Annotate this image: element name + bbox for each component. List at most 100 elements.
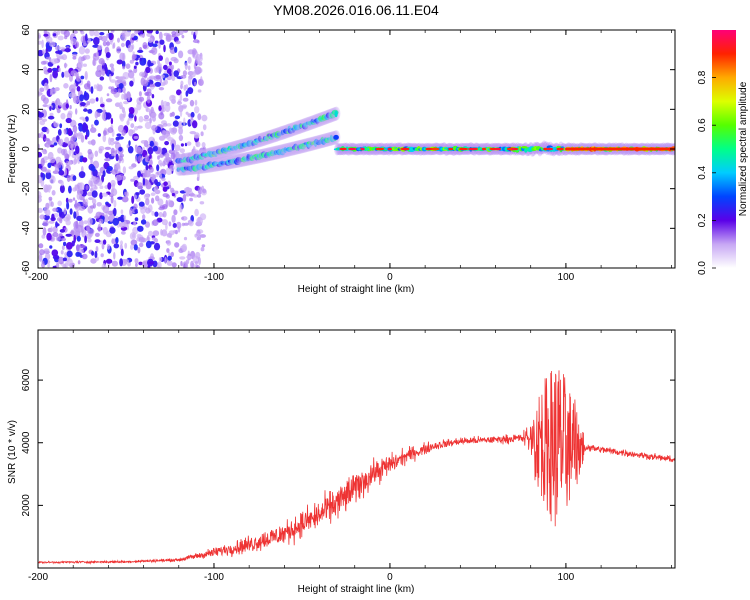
spectrogram-noise-blob [57, 147, 63, 154]
spectrogram-noise-blob [81, 253, 88, 260]
spectrogram-noise-blob [50, 201, 54, 207]
spectrogram-noise-blob [48, 115, 55, 120]
spectrogram-noise-blob [129, 232, 137, 240]
spectrogram-trace-blob [334, 110, 338, 118]
spectrogram-noise-blob [88, 179, 92, 186]
spectrogram-noise-blob [123, 110, 126, 118]
spectrogram-noise-blob [199, 201, 205, 205]
spectrogram-noise-blob [194, 66, 201, 71]
spectrogram-noise-blob [78, 219, 84, 228]
spectrogram-noise-blob [42, 104, 48, 108]
spectrogram-noise-blob [193, 149, 199, 155]
spectrogram-noise-blob [87, 109, 93, 114]
spectrogram-noise-blob [178, 126, 184, 135]
spectrogram-noise-blob [111, 182, 115, 190]
spectrogram-noise-blob [106, 53, 110, 58]
spectrogram-noise-blob [91, 198, 97, 205]
spectrogram-noise-blob [67, 161, 72, 166]
x-tick-label: -100 [204, 572, 224, 583]
spectrogram-noise-blob [91, 124, 94, 129]
spectrogram-noise-blob [55, 156, 62, 163]
spectrogram-noise-blob [149, 173, 157, 181]
spectrogram-noise-blob [90, 156, 93, 166]
colorbar-tick-label: 0.2 [697, 213, 708, 227]
spectrogram-noise-blob [84, 90, 87, 98]
spectrogram-noise-blob [187, 56, 192, 64]
spectrogram-noise-blob [171, 192, 175, 197]
spectrogram-noise-blob [66, 112, 73, 120]
spectrogram-noise-blob [166, 248, 170, 253]
spectrogram-noise-blob [121, 60, 126, 68]
spectrogram-noise-blob [161, 219, 168, 226]
spectrogram-noise-blob [180, 75, 187, 79]
spectrogram-noise-blob [196, 236, 201, 241]
spectrogram-noise-blob [57, 256, 65, 265]
spectrogram-noise-blob [166, 260, 173, 266]
spectrogram-noise-blob [77, 260, 81, 265]
spectrogram-noise-blob [119, 258, 123, 267]
spectrogram-noise-blob [38, 90, 42, 97]
spectrogram-noise-blob [135, 263, 138, 267]
spectrogram-noise-blob [90, 177, 97, 181]
spectrogram-noise-blob [62, 257, 67, 262]
spectrogram-noise-blob [70, 38, 77, 46]
spectrogram-peak [467, 147, 478, 151]
spectrogram-noise-blob [99, 76, 105, 81]
spectrogram-noise-blob [78, 152, 83, 157]
spectrogram-noise-blob [66, 242, 73, 250]
spectrogram-noise-blob [191, 31, 194, 36]
snr-ticks: -200 -100 0 100 2000 4000 6000 [21, 330, 675, 583]
spectrogram-noise-blob [66, 201, 70, 210]
spectrogram-noise-blob [115, 153, 119, 162]
spectrogram-noise-blob [158, 31, 163, 41]
spectrogram-noise-blob [94, 250, 98, 259]
spectrogram-noise-blob [126, 120, 130, 126]
spectrogram-noise-blob [117, 196, 124, 200]
spectrogram-noise-blob [176, 197, 184, 203]
spectrogram-noise-blob [155, 30, 159, 35]
spectrogram-noise-blob [154, 185, 159, 193]
spectrogram-noise-blob [179, 256, 186, 260]
spectrogram-noise-blob [142, 214, 146, 220]
spectrogram-noise-blob [194, 81, 197, 86]
spectrogram-noise-blob [75, 145, 80, 155]
spectrogram-noise-blob [123, 220, 127, 228]
spectrogram-noise-blob [172, 223, 177, 228]
spectrogram-noise-blob [152, 230, 160, 237]
spectrogram-noise-blob [87, 140, 93, 145]
spectrogram-noise-blob [118, 155, 123, 162]
spectrogram-noise-blob [185, 111, 189, 115]
spectrogram-noise-blob [53, 121, 56, 126]
snr-panel: -200 -100 0 100 2000 4000 6000 Height of strai… [7, 329, 676, 595]
spectrogram-noise-blob [93, 84, 97, 89]
spectrogram-noise-blob [43, 66, 48, 73]
spectrogram-noise-blob [76, 86, 81, 92]
spectrogram-noise-blob [79, 30, 83, 33]
spectrogram-noise-blob [94, 150, 99, 157]
spectrogram-steady-core [565, 147, 675, 151]
spectrogram-noise-blob [191, 71, 196, 78]
spectrogram-noise-blob [118, 146, 123, 152]
spectrogram-noise-blob [182, 97, 189, 102]
spectrogram-noise-blob [105, 112, 112, 120]
spectrogram-noise-blob [194, 208, 199, 217]
spectrogram-noise-blob [45, 47, 48, 54]
spectrogram-noise-blob [134, 208, 138, 214]
spectrogram-noise-blob [77, 188, 84, 196]
spectrogram-noise-blob [198, 257, 201, 266]
spectrogram-noise-blob [60, 46, 66, 51]
spectrogram-noise-blob [72, 95, 80, 104]
spectrogram-noise-blob [133, 136, 139, 139]
spectrogram-noise-blob [143, 57, 147, 64]
spectrogram-noise-blob [158, 257, 163, 262]
spectrogram-noise-blob [202, 124, 207, 131]
spectrogram-noise-blob [195, 265, 200, 268]
y-tick-label: 6000 [21, 369, 32, 392]
spectrogram-peak [543, 147, 548, 151]
spectrogram-noise-blob [50, 226, 53, 233]
spectrogram-noise-blob [110, 30, 115, 33]
spectrogram-noise-blob [173, 209, 178, 216]
spectrogram-noise-blob [85, 185, 89, 191]
spectrogram-noise-blob [110, 195, 114, 204]
